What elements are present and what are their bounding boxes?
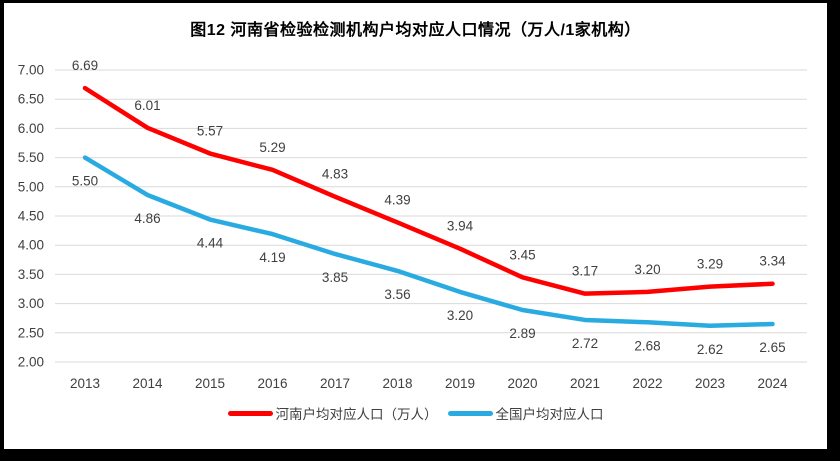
legend-label-national: 全国户均对应人口 bbox=[495, 407, 604, 422]
data-label-series-0: 3.94 bbox=[447, 219, 474, 234]
data-label-series-1: 2.72 bbox=[572, 336, 598, 351]
x-axis-tick-label: 2021 bbox=[570, 376, 600, 391]
x-axis-tick-label: 2015 bbox=[195, 376, 225, 391]
data-label-series-0: 3.45 bbox=[509, 247, 535, 262]
y-axis-tick-label: 3.50 bbox=[18, 267, 44, 282]
y-axis-tick-label: 5.00 bbox=[18, 179, 44, 194]
data-label-series-0: 6.69 bbox=[72, 58, 98, 73]
y-axis-tick-label: 2.00 bbox=[18, 355, 44, 370]
legend-item-national: 全国户均对应人口 bbox=[447, 403, 604, 423]
y-axis-tick-label: 2.50 bbox=[18, 325, 44, 340]
y-axis-tick-label: 4.00 bbox=[18, 238, 44, 253]
series-line-1 bbox=[82, 155, 775, 329]
x-axis-tick-label: 2016 bbox=[257, 376, 287, 391]
data-label-series-1: 2.89 bbox=[509, 326, 535, 341]
y-axis-tick-label: 4.50 bbox=[18, 209, 44, 224]
data-label-series-1: 3.56 bbox=[384, 287, 410, 302]
chart-panel: 图12 河南省检验检测机构户均对应人口情况（万人/1家机构） 7.00 6.50 6… bbox=[4, 3, 827, 449]
data-label-series-1: 5.50 bbox=[72, 174, 98, 189]
x-axis-tick-label: 2019 bbox=[445, 376, 475, 391]
chart-title: 图12 河南省检验检测机构户均对应人口情况（万人/1家机构） bbox=[190, 22, 641, 39]
chart-legend: 河南户均对应人口（万人） 全国户均对应人口 bbox=[4, 403, 827, 423]
data-label-series-1: 4.44 bbox=[197, 236, 224, 251]
series-line-0 bbox=[82, 85, 775, 296]
x-axis-tick-label: 2017 bbox=[320, 376, 350, 391]
data-label-series-0: 3.17 bbox=[572, 264, 598, 279]
data-label-series-0: 4.83 bbox=[322, 167, 348, 182]
legend-item-henan: 河南户均对应人口（万人） bbox=[227, 403, 438, 423]
legend-swatch-national-line bbox=[447, 410, 493, 416]
data-label-series-1: 4.86 bbox=[134, 211, 160, 226]
x-axis-tick-label: 2014 bbox=[132, 376, 163, 391]
data-label-series-1: 3.20 bbox=[447, 308, 473, 323]
data-label-series-0: 5.57 bbox=[197, 124, 223, 139]
data-label-series-1: 2.65 bbox=[759, 340, 785, 355]
data-label-series-0: 4.39 bbox=[384, 192, 410, 207]
y-axis-tick-label: 6.50 bbox=[18, 92, 44, 107]
data-label-series-1: 2.62 bbox=[697, 342, 723, 357]
data-label-series-1: 4.19 bbox=[259, 250, 285, 265]
legend-swatch-henan-line bbox=[227, 410, 273, 416]
data-label-series-0: 5.29 bbox=[259, 140, 285, 155]
data-label-series-1: 2.68 bbox=[634, 338, 660, 353]
x-axis-tick-label: 2013 bbox=[70, 376, 100, 391]
data-label-series-0: 3.29 bbox=[697, 257, 723, 272]
data-label-series-0: 3.20 bbox=[634, 262, 660, 277]
legend-label-henan: 河南户均对应人口（万人） bbox=[275, 407, 438, 422]
x-axis-tick-label: 2023 bbox=[695, 376, 725, 391]
y-axis-tick-label: 7.00 bbox=[18, 63, 44, 78]
x-axis-tick-label: 2024 bbox=[757, 376, 788, 391]
line-chart-svg: 7.00 6.50 6.00 5.50 5.00 4.50 4.00 3.50 3.00 2.50… bbox=[18, 58, 807, 391]
y-axis-tick-label: 6.00 bbox=[18, 121, 44, 136]
x-axis-tick-label: 2018 bbox=[382, 376, 412, 391]
data-label-series-0: 3.34 bbox=[759, 254, 786, 269]
x-axis-tick-label: 2022 bbox=[632, 376, 662, 391]
y-axis-tick-label: 3.00 bbox=[18, 296, 44, 311]
data-label-series-1: 3.85 bbox=[322, 270, 348, 285]
data-label-series-0: 6.01 bbox=[134, 98, 160, 113]
x-axis-tick-label: 2020 bbox=[507, 376, 537, 391]
y-axis-tick-label: 5.50 bbox=[18, 150, 44, 165]
